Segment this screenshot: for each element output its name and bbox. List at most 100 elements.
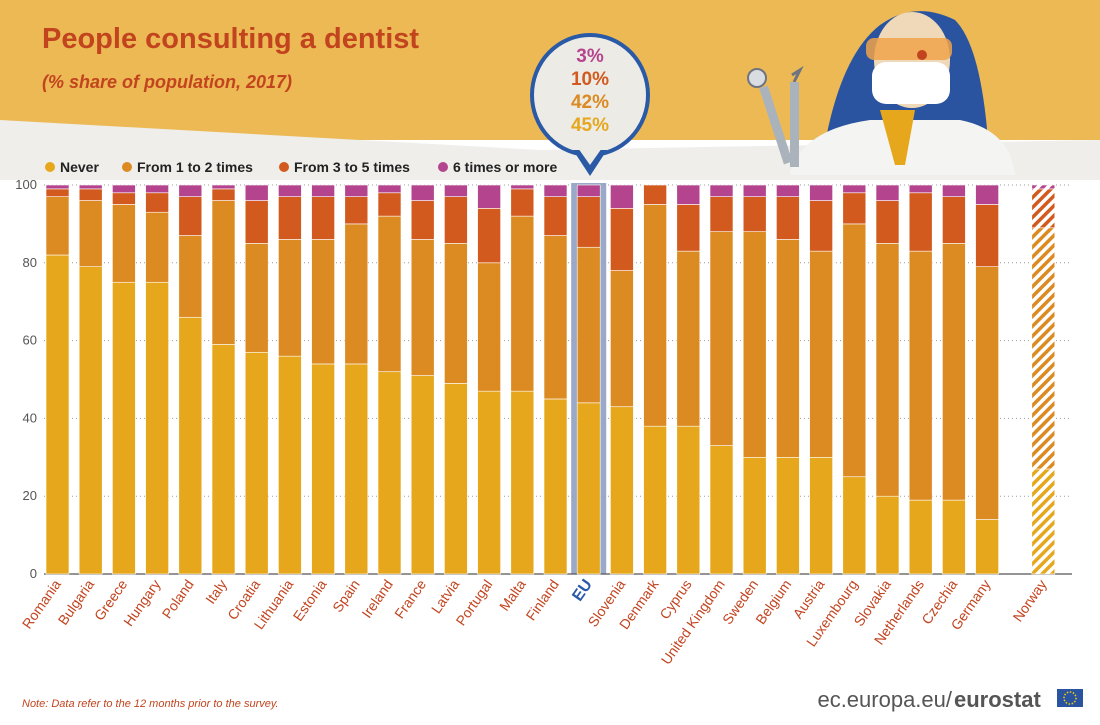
bar-segment xyxy=(742,184,767,197)
chart-subtitle: (% share of population, 2017) xyxy=(42,72,292,92)
bar-segment xyxy=(78,184,103,190)
bar-segment xyxy=(676,425,701,575)
bar-segment xyxy=(145,281,169,575)
x-tick-label: Finland xyxy=(523,577,562,624)
bar-segment xyxy=(643,204,667,427)
bar-segment xyxy=(112,192,136,205)
eu-flag-icon xyxy=(1057,689,1083,707)
bar-segment xyxy=(742,196,767,232)
bar-segment xyxy=(278,184,302,197)
bar-segment xyxy=(444,243,468,384)
bar-segment xyxy=(1031,468,1056,575)
bar-stack-italy xyxy=(211,184,236,575)
bar-segment xyxy=(576,196,601,248)
bar-segment xyxy=(444,196,468,244)
eu-callout: 3% 10% 42% 45% xyxy=(530,33,650,176)
bar-segment xyxy=(742,231,767,458)
bar-segment xyxy=(809,184,833,201)
bar-segment xyxy=(942,184,966,197)
y-tick-label: 80 xyxy=(23,255,37,270)
bar-segment xyxy=(809,250,833,458)
bar-segment xyxy=(244,200,269,244)
bar-stack-united-kingdom xyxy=(709,184,734,575)
bar-segment xyxy=(875,184,900,201)
bar-segment xyxy=(1031,184,1056,190)
bar-segment xyxy=(543,196,568,236)
bar-segment xyxy=(510,390,535,575)
bar-segment xyxy=(1031,227,1056,470)
bar-segment xyxy=(178,316,203,575)
bar-segment xyxy=(543,235,568,400)
bar-stack-denmark xyxy=(643,184,667,575)
bar-stack-slovenia xyxy=(610,184,634,575)
x-tick-label: Norway xyxy=(1009,577,1049,625)
dentist-illustration xyxy=(747,11,1015,175)
bar-segment xyxy=(576,184,601,197)
legend: Never From 1 to 2 times From 3 to 5 time… xyxy=(45,159,557,175)
bar-segment xyxy=(776,239,800,458)
bar-stack-netherlands xyxy=(908,184,933,575)
bar-segment xyxy=(477,184,501,209)
bar-segment xyxy=(809,456,833,575)
x-tick-label: Poland xyxy=(159,577,197,622)
bar-segment xyxy=(842,476,867,575)
bar-segment xyxy=(742,456,767,575)
bar-stack-sweden xyxy=(742,184,767,575)
x-tick-label: Ireland xyxy=(358,577,396,621)
bar-segment xyxy=(112,281,136,575)
eu-callout-three-to-five: 10% xyxy=(571,69,609,90)
bar-segment xyxy=(908,250,933,501)
bar-stack-estonia xyxy=(311,184,335,575)
bar-segment xyxy=(875,495,900,575)
y-tick-label: 100 xyxy=(15,177,37,192)
bar-segment xyxy=(610,184,634,209)
bar-segment xyxy=(576,246,601,404)
bar-segment xyxy=(842,184,867,194)
bar-segment xyxy=(311,196,335,240)
y-tick-label: 40 xyxy=(23,410,37,425)
bar-segment xyxy=(510,188,535,217)
bar-stack-poland xyxy=(178,184,203,575)
bar-segment xyxy=(444,383,468,575)
bar-stack-ireland xyxy=(377,184,402,575)
bar-segment xyxy=(278,355,302,575)
bar-segment xyxy=(908,499,933,575)
bar-segment xyxy=(377,192,402,217)
bar-stack-france xyxy=(410,184,435,575)
legend-never-swatch xyxy=(45,162,55,172)
bar-segment xyxy=(178,235,203,318)
bar-segment xyxy=(908,192,933,252)
bar-stack-germany xyxy=(975,184,999,575)
bar-segment xyxy=(145,211,169,283)
bar-segment xyxy=(444,184,468,197)
bar-segment xyxy=(942,243,966,501)
source-url-prefix: ec.europa.eu/ xyxy=(817,687,952,712)
bar-segment xyxy=(975,519,999,575)
bar-segment xyxy=(211,344,236,575)
bar-segment xyxy=(45,188,70,197)
bar-segment xyxy=(709,445,734,575)
bar-segment xyxy=(377,184,402,194)
bar-segment xyxy=(344,363,369,575)
bar-segment xyxy=(842,223,867,478)
bar-stack-czechia xyxy=(942,184,966,575)
bar-segment xyxy=(45,196,70,256)
x-tick-label: Estonia xyxy=(290,576,330,624)
y-tick-label: 20 xyxy=(23,488,37,503)
bar-stack-lithuania xyxy=(278,184,302,575)
bar-segment xyxy=(311,363,335,575)
bar-segment xyxy=(178,184,203,197)
legend-three-to-five-swatch xyxy=(279,162,289,172)
bar-segment xyxy=(244,351,269,575)
bar-segment xyxy=(211,200,236,345)
bar-segment xyxy=(776,456,800,575)
bar-segment xyxy=(278,196,302,240)
bar-segment xyxy=(244,184,269,201)
bar-segment xyxy=(643,425,667,575)
bar-stack-spain xyxy=(344,184,369,575)
bar-segment xyxy=(809,200,833,252)
bar-segment xyxy=(145,192,169,213)
bar-segment xyxy=(278,239,302,357)
x-tick-label: EU xyxy=(569,577,596,605)
